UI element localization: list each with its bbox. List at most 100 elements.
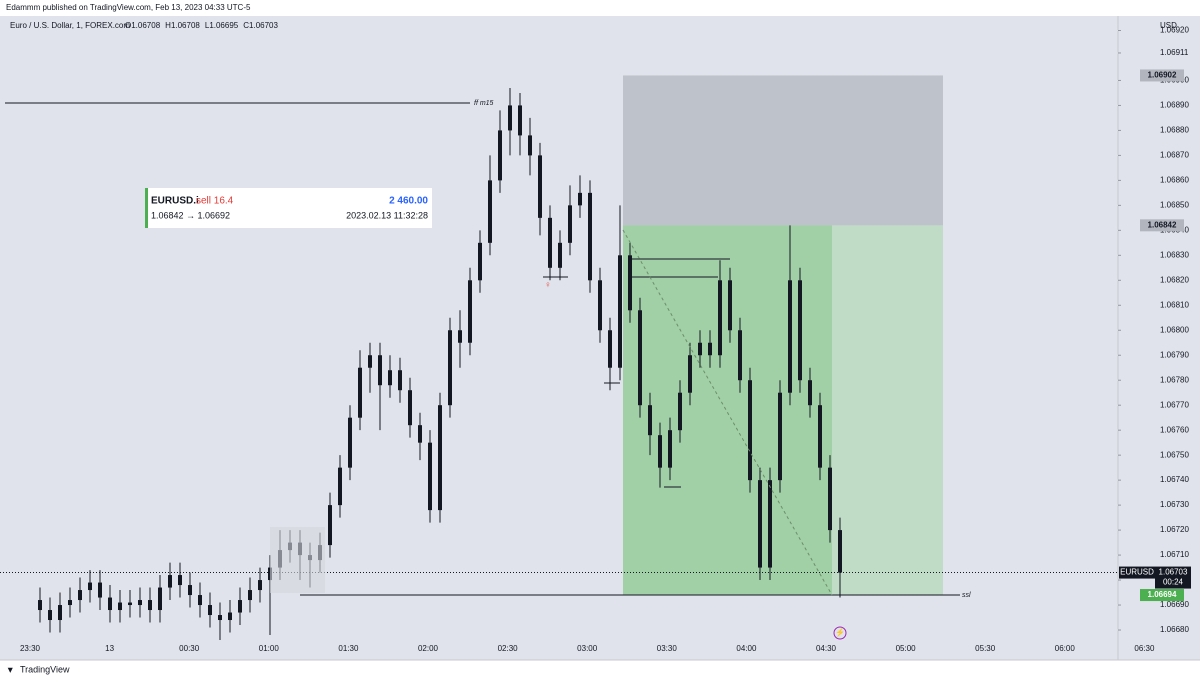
- candle-body: [698, 342, 702, 356]
- entry-badge-label: 1.06842: [1148, 220, 1177, 229]
- candle-body: [208, 605, 212, 616]
- candle-body: [748, 380, 752, 481]
- target-badge-label: 1.06694: [1148, 590, 1177, 599]
- candle-body: [98, 582, 102, 598]
- candle-body: [668, 430, 672, 468]
- y-tick-label: 1.06690: [1160, 600, 1189, 609]
- trade-symbol: EURUSD.i: [151, 196, 199, 207]
- candle-body: [428, 442, 432, 511]
- brand: TradingView: [20, 664, 70, 674]
- candle-body: [648, 405, 652, 436]
- candle-body: [358, 367, 362, 418]
- candle-body: [88, 582, 92, 591]
- event-icon[interactable]: [833, 626, 847, 640]
- candle-body: [828, 467, 832, 531]
- trade-box-bg: [145, 188, 432, 228]
- candle-body: [368, 355, 372, 368]
- candle-body: [388, 370, 392, 386]
- candle-body: [788, 280, 792, 393]
- candle-body: [658, 435, 662, 468]
- candle-body: [128, 602, 132, 606]
- levels: [543, 258, 730, 488]
- candle-body: [68, 600, 72, 606]
- level-label: ssl: [962, 592, 971, 599]
- event-icon[interactable]: ⚡: [835, 627, 845, 637]
- candle-body: [48, 610, 52, 621]
- candle-body: [168, 575, 172, 588]
- candle-body: [418, 425, 422, 443]
- y-tick-label: 1.06920: [1160, 26, 1189, 35]
- candle-body: [618, 255, 622, 368]
- y-tick-label: 1.06810: [1160, 300, 1189, 309]
- x-tick-label: 06:00: [1055, 644, 1076, 653]
- candle-body: [158, 587, 162, 611]
- candle-body: [478, 242, 482, 281]
- trade-box-accent: [145, 188, 148, 228]
- y-tick-label: 1.06720: [1160, 525, 1189, 534]
- last-price-badge: [1155, 566, 1191, 589]
- candle-body: [228, 612, 232, 621]
- target-badge: [1140, 589, 1184, 602]
- ohlc-value: 1.06695: [209, 21, 238, 30]
- y-tick-label: 1.06750: [1160, 450, 1189, 459]
- y-tick-label: 1.06770: [1160, 400, 1189, 409]
- candle-body: [728, 280, 732, 331]
- y-tick-label: 1.06740: [1160, 475, 1189, 484]
- candle-body: [598, 280, 602, 331]
- candle-body: [408, 390, 412, 426]
- candle-body: [378, 355, 382, 386]
- stop-zone: [623, 75, 943, 226]
- candle-body: [178, 575, 182, 586]
- candle-body: [578, 192, 582, 206]
- x-tick-label: 01:00: [259, 644, 280, 653]
- candle-body: [398, 370, 402, 391]
- candle-body: [108, 597, 112, 611]
- y-tick-label: 1.06850: [1160, 200, 1189, 209]
- candle-body: [678, 392, 682, 431]
- x-tick-label: 03:30: [657, 644, 678, 653]
- y-tick-label: 1.06730: [1160, 500, 1189, 509]
- y-tick-label: 1.06860: [1160, 175, 1189, 184]
- candle-body: [148, 600, 152, 611]
- candle-body: [558, 242, 562, 268]
- trade-profit: 2 460.00: [389, 196, 428, 207]
- candle-body: [688, 355, 692, 393]
- y-tick-label: 1.06680: [1160, 625, 1189, 634]
- ohlc-value: 1.06708: [131, 21, 160, 30]
- candle-body: [258, 580, 262, 591]
- candle-body: [798, 280, 802, 381]
- target-zone: [623, 225, 943, 596]
- last-price: 1.06703: [1159, 568, 1188, 577]
- x-tick-label: 02:30: [498, 644, 519, 653]
- candle-body: [488, 180, 492, 243]
- y-tick-label: 1.06870: [1160, 151, 1189, 160]
- ohlc-key: C: [243, 21, 249, 30]
- candle-body: [808, 380, 812, 406]
- y-tick-label: 1.06790: [1160, 350, 1189, 359]
- y-tick-label: 1.06880: [1160, 126, 1189, 135]
- ohlc-value: 1.06708: [171, 21, 200, 30]
- candle-body: [838, 530, 842, 573]
- candle-body: [508, 105, 512, 131]
- x-tick-label: 03:00: [577, 644, 598, 653]
- candle-body: [188, 585, 192, 596]
- y-tick-label: 1.06800: [1160, 325, 1189, 334]
- candle-body: [518, 105, 522, 136]
- candle-body: [538, 155, 542, 218]
- candle-body: [198, 595, 202, 606]
- candle-body: [738, 330, 742, 381]
- y-tick-label: 1.06710: [1160, 550, 1189, 559]
- brand: ▾: [7, 664, 13, 674]
- x-tick-label: 23:30: [20, 644, 41, 653]
- last-name-badge: [1119, 566, 1155, 579]
- candle-body: [548, 217, 552, 268]
- candle-body: [38, 600, 42, 611]
- candle-body: [758, 480, 762, 568]
- x-tick-label: 13: [105, 644, 114, 653]
- x-tick-label: 02:00: [418, 644, 439, 653]
- candle-body: [608, 330, 612, 368]
- symbol: Euro / U.S. Dollar, 1, FOREX.com: [10, 21, 130, 30]
- candle-body: [778, 392, 782, 481]
